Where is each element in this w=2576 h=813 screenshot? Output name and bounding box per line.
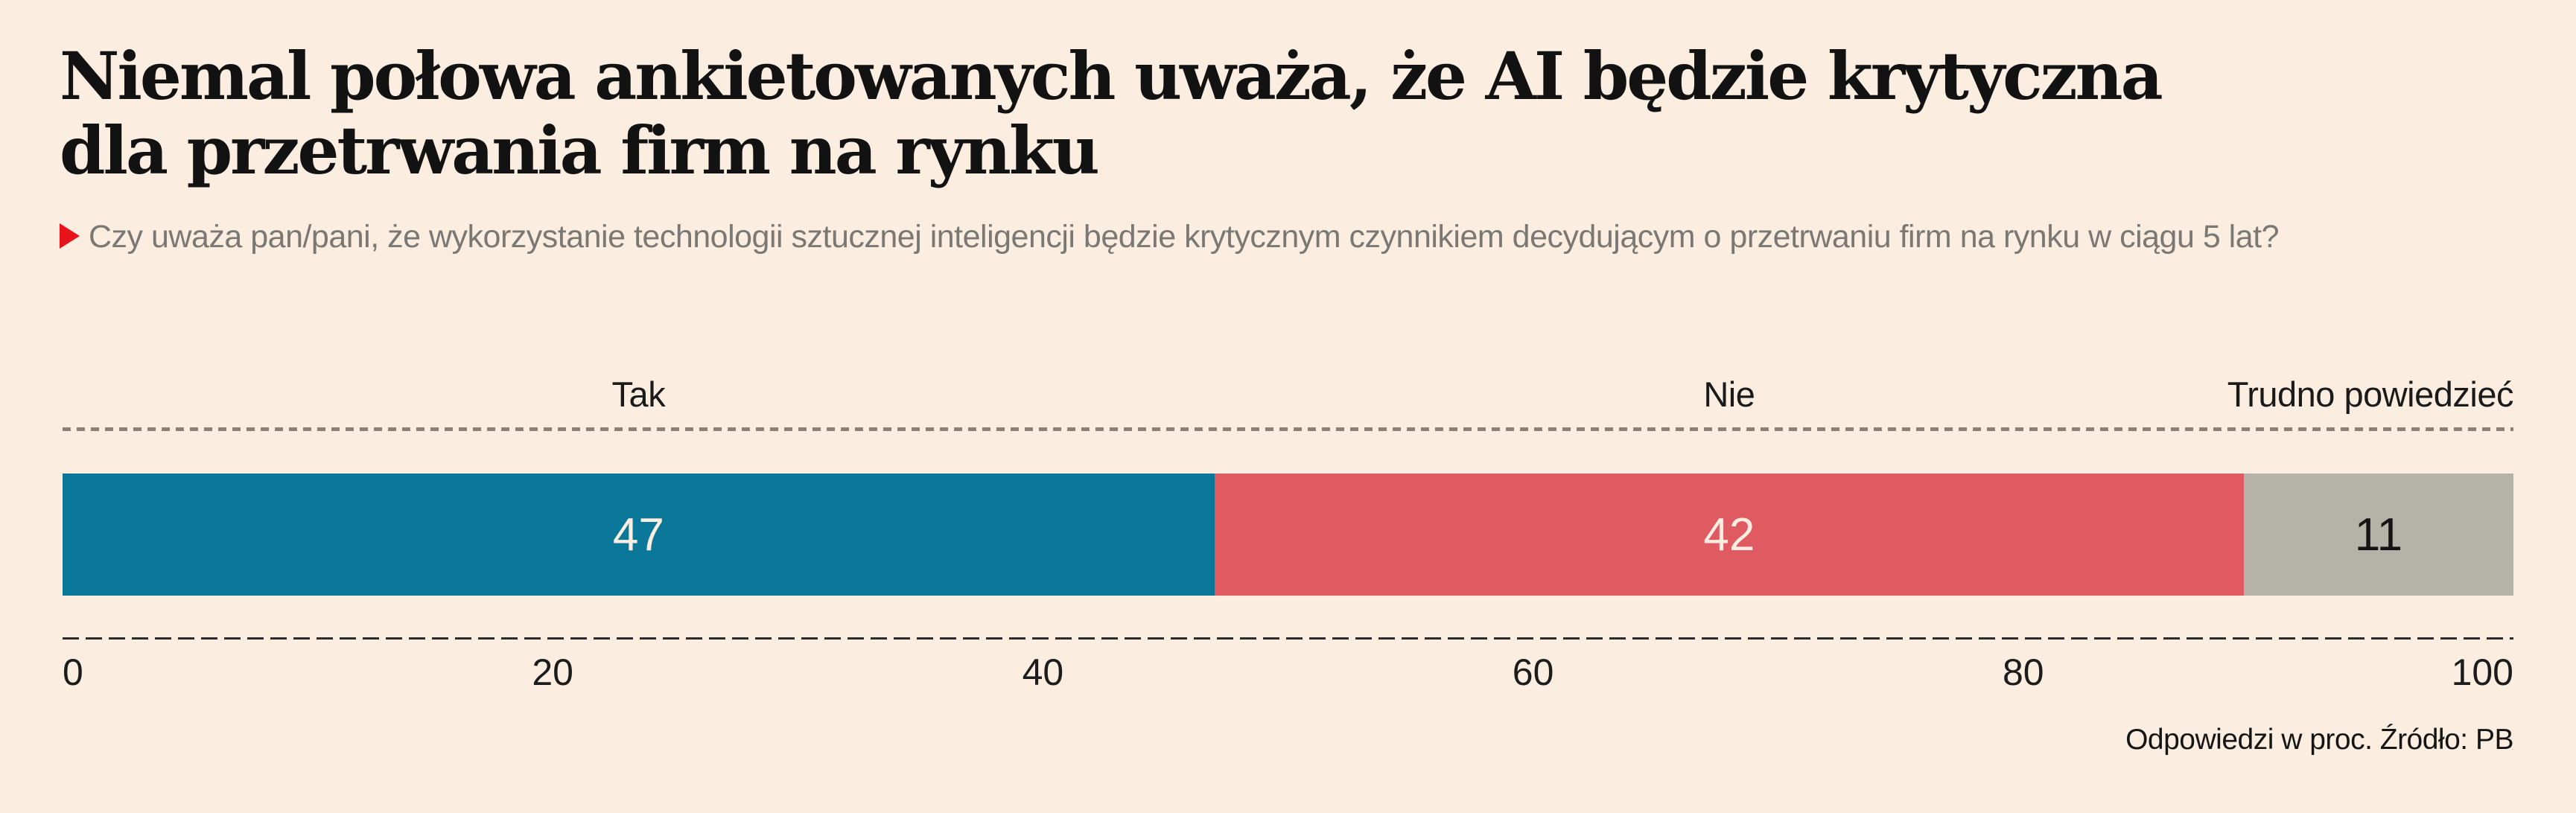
dashed-gridline-top — [63, 427, 2513, 431]
bar-value-label-2: 11 — [2354, 508, 2403, 561]
x-tick-20: 20 — [532, 651, 573, 693]
category-label-1: Nie — [1703, 374, 1755, 414]
bar-segment-1: 42 — [1214, 474, 2244, 596]
red-triangle-icon — [60, 223, 80, 249]
source-note: Odpowiedzi w proc. Źródło: PB — [2125, 724, 2513, 756]
x-tick-60: 60 — [1512, 651, 1554, 693]
x-tick-80: 80 — [2002, 651, 2044, 693]
category-label-0: Tak — [611, 374, 666, 414]
survey-question: Czy uważa pan/pani, że wykorzystanie tec… — [60, 213, 2280, 261]
stacked-bar: 47 42 11 — [63, 474, 2513, 596]
x-tick-0: 0 — [63, 651, 83, 693]
x-tick-40: 40 — [1022, 651, 1064, 693]
chart-title: Niemal połowa ankietowanych uważa, że AI… — [60, 37, 2163, 190]
bar-value-label-1: 42 — [1703, 508, 1755, 561]
bar-segment-0: 47 — [63, 474, 1215, 596]
bar-value-label-0: 47 — [612, 508, 664, 561]
bar-segment-2: 11 — [2243, 474, 2513, 596]
category-labels-row: Tak Nie Trudno powiedzieć — [63, 374, 2514, 414]
stacked-bar-chart: Tak Nie Trudno powiedzieć 47 42 11 0 20 40 60 80… — [63, 0, 2514, 813]
x-axis-ticks: 0 20 40 60 80 100 — [63, 651, 2513, 693]
survey-question-text: Czy uważa pan/pani, że wykorzystanie tec… — [89, 219, 2280, 255]
x-tick-100: 100 — [2451, 651, 2513, 693]
dashed-gridline-bottom — [63, 637, 2513, 640]
category-label-2: Trudno powiedzieć — [2227, 374, 2514, 414]
